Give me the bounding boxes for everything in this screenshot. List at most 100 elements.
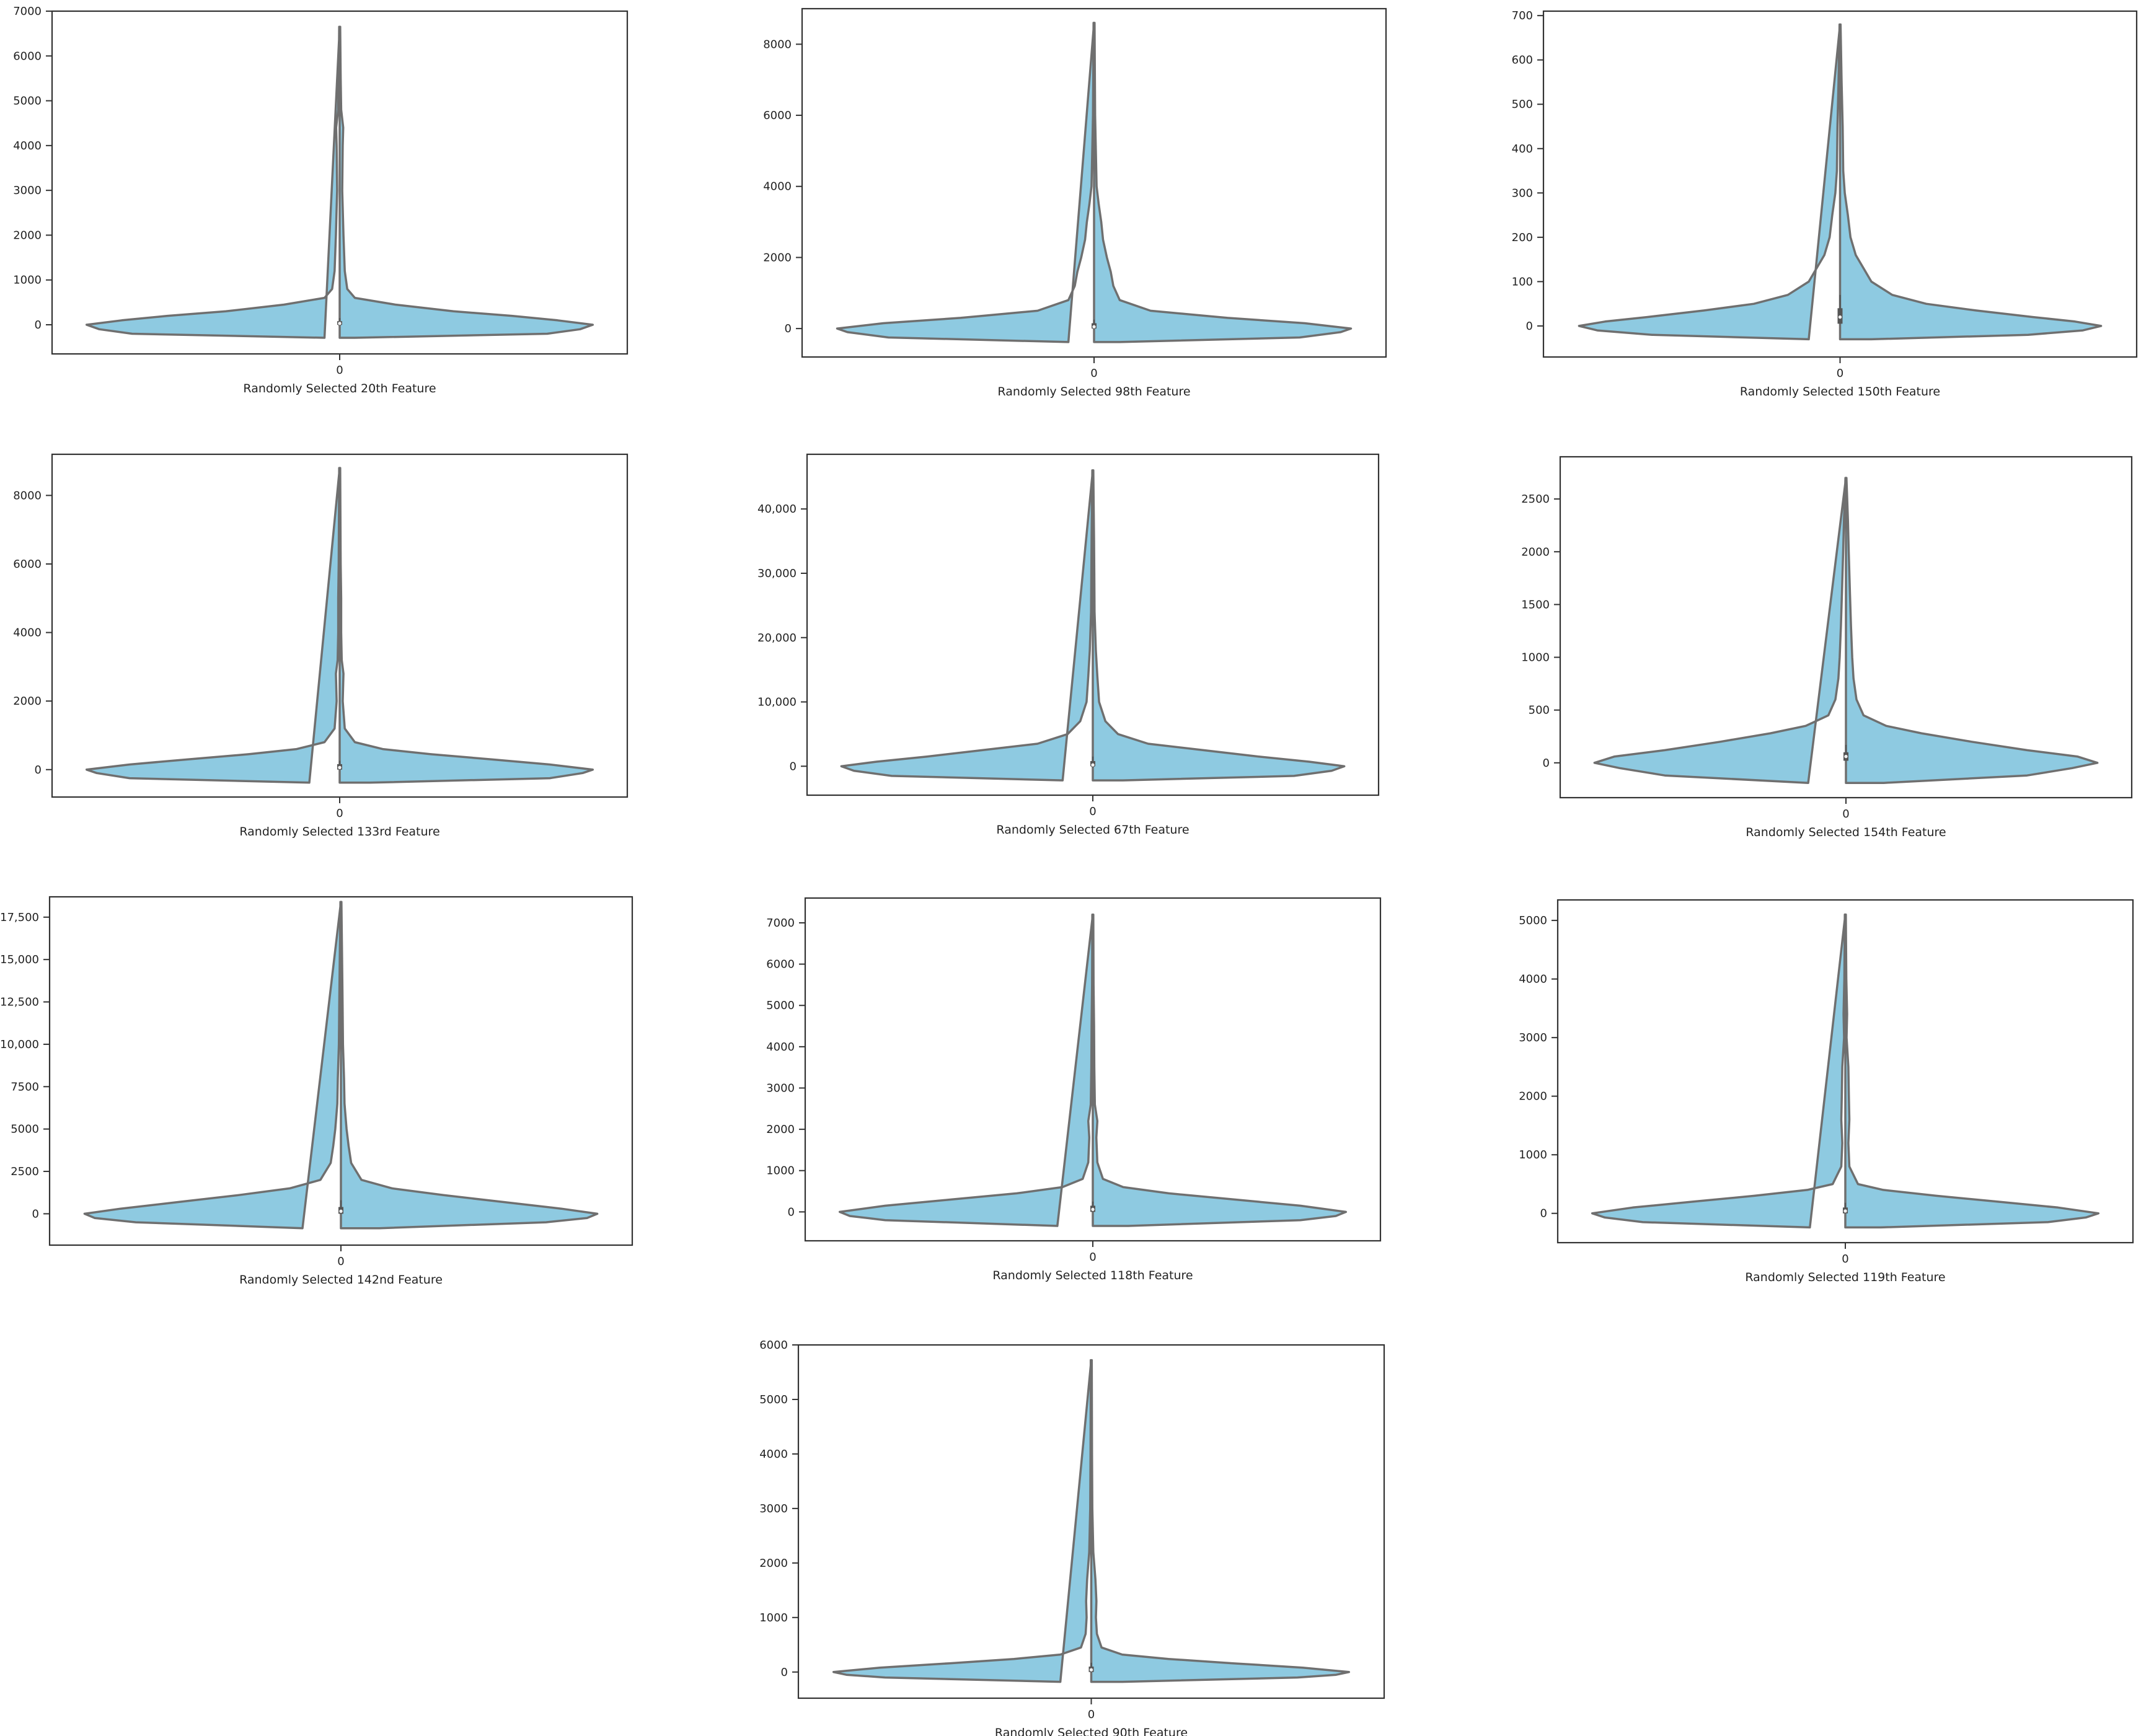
x-axis-label: Randomly Selected 150th Feature: [1740, 385, 1940, 399]
y-tick-label: 6000: [763, 109, 792, 122]
violin-body: [1591, 913, 2100, 1229]
y-tick-label: 4000: [763, 180, 792, 193]
y-tick-label: 200: [1512, 231, 1533, 244]
y-tick-label: 1000: [1519, 1148, 1547, 1161]
y-tick-label: 0: [35, 764, 42, 777]
y-tick-label: 300: [1512, 187, 1533, 200]
y-tick-label: 2000: [1521, 545, 1550, 558]
y-tick-label: 7000: [766, 917, 795, 930]
y-tick-label: 500: [1529, 704, 1550, 717]
y-tick-label: 0: [1543, 757, 1550, 770]
x-axis-label: Randomly Selected 154th Feature: [1746, 826, 1946, 839]
y-tick-label: 2000: [763, 251, 792, 264]
x-tick-label: 0: [1837, 367, 1843, 380]
violin-panel-150th-feature: 0 100 200 300 400 500 600 700 0 Randomly Selected…: [1512, 9, 2138, 399]
y-tick-label: 8000: [763, 38, 792, 51]
y-tick-label: 6000: [13, 558, 42, 571]
violin-median-dot: [1843, 754, 1848, 759]
violin-median-dot: [1090, 762, 1095, 767]
y-tick-label: 0: [788, 1205, 795, 1218]
x-axis-label: Randomly Selected 20th Feature: [243, 382, 436, 395]
y-tick-label: 1500: [1521, 598, 1550, 611]
violin-body: [85, 467, 594, 784]
x-axis-label: Randomly Selected 142nd Feature: [239, 1273, 443, 1287]
y-tick-label: 1000: [759, 1611, 788, 1624]
violin-panel-142nd-feature: 0 2500 5000 7500 10,000 12,500 15,000 17,500 0 Ra…: [0, 896, 633, 1287]
y-tick-label: 700: [1512, 9, 1533, 22]
y-tick-label: 10,000: [0, 1038, 39, 1051]
y-tick-label: 6000: [13, 50, 42, 63]
violin-panel-118th-feature: 0 1000 2000 3000 4000 5000 6000 7000 0 Randomly S…: [766, 897, 1382, 1282]
violin-panel-90th-feature: 0 1000 2000 3000 4000 5000 6000 0 Randomly Selec…: [759, 1339, 1385, 1736]
y-tick-label: 10,000: [757, 696, 797, 709]
violin-body: [832, 1359, 1351, 1683]
y-tick-label: 3000: [13, 184, 42, 197]
violin-body: [840, 469, 1346, 782]
violin-panel-67th-feature: 0 10,000 20,000 30,000 40,000 0 Randomly Selec…: [757, 453, 1380, 837]
violin-panel-133rd-feature: 0 2000 4000 6000 8000 0 Randomly Selected 133r…: [13, 453, 629, 839]
y-tick-label: 0: [781, 1666, 788, 1679]
violin-panel-20th-feature: 0 1000 2000 3000 4000 5000 6000 7000 0 Randomly S…: [13, 5, 629, 395]
y-tick-label: 17,500: [0, 911, 39, 924]
y-tick-label: 5000: [11, 1123, 39, 1136]
y-tick-label: 0: [1526, 320, 1533, 333]
x-axis-label: Randomly Selected 119th Feature: [1745, 1271, 1945, 1284]
violin-panel-154th-feature: 0 500 1000 1500 2000 2500 0 Randomly Selected 1…: [1521, 456, 2133, 839]
y-tick-label: 2000: [13, 229, 42, 242]
y-tick-label: 0: [32, 1207, 39, 1220]
y-tick-label: 1000: [1521, 651, 1550, 664]
violin-median-dot: [338, 1209, 343, 1214]
y-tick-label: 600: [1512, 54, 1533, 67]
y-tick-label: 6000: [759, 1339, 788, 1352]
y-tick-label: 20,000: [757, 632, 797, 645]
violin-body: [1578, 23, 2103, 341]
x-tick-label: 0: [1088, 1708, 1095, 1721]
y-tick-label: 500: [1512, 98, 1533, 111]
violin-panel-119th-feature: 0 1000 2000 3000 4000 5000 0 Randomly Selected …: [1519, 899, 2134, 1284]
x-tick-label: 0: [1090, 367, 1097, 380]
x-tick-label: 0: [1842, 1253, 1848, 1266]
y-tick-label: 12,500: [0, 996, 39, 1009]
y-tick-label: 2000: [1519, 1090, 1547, 1103]
y-tick-label: 2000: [13, 695, 42, 708]
violin-body: [83, 901, 599, 1230]
x-axis-label: Randomly Selected 67th Feature: [996, 823, 1189, 837]
violin-median-dot: [337, 321, 342, 326]
x-tick-label: 0: [1842, 808, 1849, 821]
y-tick-label: 4000: [1519, 973, 1547, 986]
y-tick-label: 30,000: [757, 567, 797, 580]
violin-body: [85, 25, 594, 339]
y-tick-label: 0: [790, 760, 797, 773]
y-tick-label: 4000: [13, 627, 42, 640]
y-tick-label: 1000: [766, 1165, 795, 1178]
y-tick-label: 40,000: [757, 503, 797, 516]
y-tick-label: 3000: [766, 1082, 795, 1095]
y-tick-label: 2500: [1521, 493, 1550, 506]
violin-median-dot: [1837, 314, 1843, 320]
x-tick-label: 0: [337, 1255, 344, 1268]
violin-median-dot: [337, 765, 342, 770]
y-tick-label: 0: [1540, 1207, 1547, 1220]
violin-median-dot: [1088, 1667, 1094, 1672]
y-tick-label: 15,000: [0, 953, 39, 966]
y-tick-label: 400: [1512, 143, 1533, 156]
y-tick-label: 3000: [1519, 1031, 1547, 1044]
x-tick-label: 0: [1089, 805, 1096, 818]
violin-panel-98th-feature: 0 2000 4000 6000 8000 0 Randomly Selected 98th…: [763, 7, 1387, 399]
y-tick-label: 5000: [759, 1393, 788, 1406]
y-tick-label: 2000: [759, 1557, 788, 1570]
y-tick-label: 5000: [13, 95, 42, 108]
x-axis-label: Randomly Selected 90th Feature: [995, 1726, 1188, 1736]
violin-body: [1593, 477, 2099, 784]
violin-body: [838, 913, 1348, 1227]
y-tick-label: 2000: [766, 1123, 795, 1136]
y-tick-label: 1000: [13, 274, 42, 287]
y-tick-label: 7500: [11, 1080, 39, 1093]
violin-median-dot: [1090, 1207, 1095, 1212]
y-tick-label: 8000: [13, 489, 42, 502]
y-tick-label: 3000: [759, 1502, 788, 1515]
y-tick-label: 5000: [766, 999, 795, 1012]
y-tick-label: 100: [1512, 275, 1533, 288]
y-tick-label: 4000: [759, 1448, 788, 1461]
